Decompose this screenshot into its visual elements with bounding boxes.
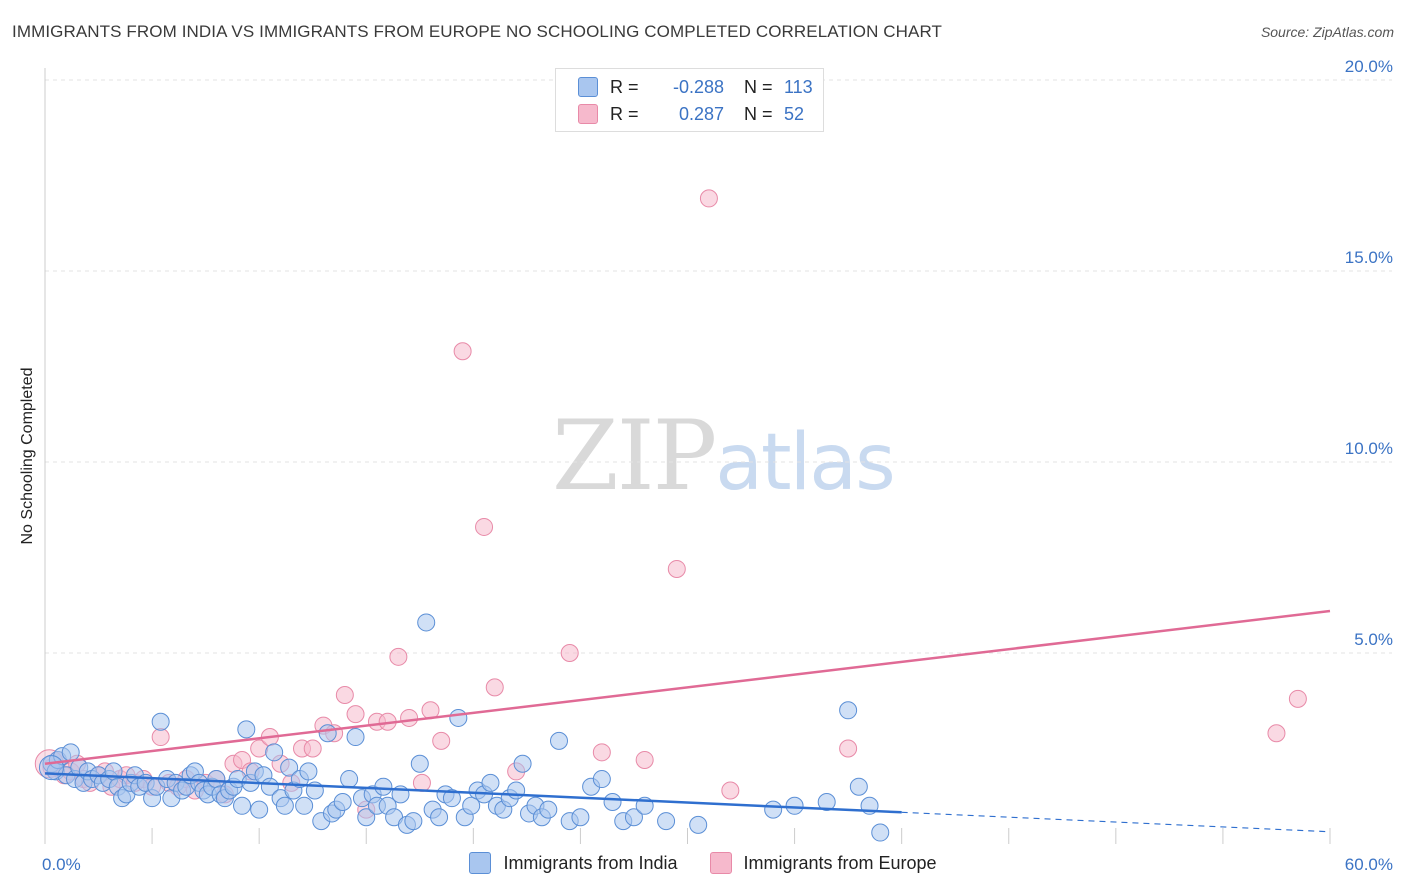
europe-point xyxy=(151,728,170,747)
india-point xyxy=(849,777,868,796)
series-swatch-europe xyxy=(709,852,732,874)
india-point xyxy=(357,808,376,827)
grid-layer xyxy=(45,79,1392,654)
europe-point xyxy=(592,743,611,762)
india-points xyxy=(38,613,890,842)
india-trend-extrapolation xyxy=(901,811,1331,833)
x-tick-label-min: 0.0% xyxy=(42,855,81,874)
europe-point xyxy=(485,678,504,697)
india-point xyxy=(785,796,804,815)
india-point xyxy=(550,731,568,750)
europe-point xyxy=(635,750,654,769)
europe-point xyxy=(1288,689,1307,708)
india-point xyxy=(265,743,284,762)
europe-point xyxy=(1267,724,1286,743)
india-point xyxy=(871,823,890,842)
india-point xyxy=(346,728,365,747)
legend-r-value: 0.287 xyxy=(678,103,724,124)
y-tick-label: 20.0% xyxy=(1345,57,1393,76)
axis-layer xyxy=(44,68,1331,844)
source-credit: Source: ZipAtlas.com xyxy=(1260,24,1394,40)
india-point xyxy=(449,708,468,727)
series-swatch-india xyxy=(469,852,492,874)
india-point xyxy=(333,792,352,811)
series-legend-europe-label: Immigrants from Europe xyxy=(743,852,937,873)
legend-row-india: R = -0.288 N = 113 xyxy=(578,75,813,99)
india-point xyxy=(689,815,708,834)
europe-point xyxy=(400,708,419,727)
india-point xyxy=(442,789,461,808)
europe-point xyxy=(475,517,494,536)
india-point xyxy=(539,800,558,819)
india-point xyxy=(513,754,532,773)
india-point xyxy=(410,754,429,773)
legend-n-label: N = xyxy=(744,76,773,97)
india-point xyxy=(280,758,299,777)
india-trend-line xyxy=(44,772,902,814)
series-legend: Immigrants from India Immigrants from Eu… xyxy=(0,852,1406,874)
europe-point xyxy=(389,647,408,666)
india-point xyxy=(374,777,393,796)
legend-r-label: R = xyxy=(610,76,639,97)
series-legend-india[interactable]: Immigrants from India xyxy=(469,852,678,874)
europe-point xyxy=(346,705,365,724)
y-tick-label: 15.0% xyxy=(1345,248,1393,267)
legend-r-value: -0.288 xyxy=(672,76,724,97)
europe-point xyxy=(721,781,740,800)
india-point xyxy=(417,613,436,632)
tick-layer: 5.0% 10.0% 15.0% 20.0% 0.0% 60.0% xyxy=(42,57,1393,874)
india-point xyxy=(603,792,622,811)
india-point xyxy=(250,800,269,819)
legend-row-europe: R = 0.287 N = 52 xyxy=(578,102,804,126)
europe-point xyxy=(560,644,579,662)
india-point xyxy=(295,796,314,815)
legend-n-value: 113 xyxy=(784,76,813,97)
y-tick-label: 5.0% xyxy=(1354,630,1393,649)
europe-point xyxy=(453,342,472,361)
india-point xyxy=(592,770,611,789)
india-point xyxy=(764,800,783,819)
india-point xyxy=(318,724,337,743)
india-point xyxy=(430,808,449,827)
europe-point xyxy=(839,739,858,758)
india-point xyxy=(839,701,858,720)
india-point-cluster xyxy=(38,755,64,781)
india-point xyxy=(462,796,481,815)
europe-point xyxy=(303,739,322,758)
india-point xyxy=(299,762,318,781)
europe-trend-line xyxy=(44,609,1331,766)
europe-point xyxy=(667,559,686,578)
trend-layer xyxy=(44,609,1331,833)
india-point xyxy=(571,808,590,827)
india-point xyxy=(657,812,676,831)
india-point xyxy=(340,770,359,789)
chart-title: IMMIGRANTS FROM INDIA VS IMMIGRANTS FROM… xyxy=(12,22,943,41)
india-point xyxy=(233,796,252,815)
series-legend-india-label: Immigrants from India xyxy=(503,852,678,873)
india-point xyxy=(481,773,500,792)
europe-point xyxy=(699,189,718,208)
india-point xyxy=(624,808,643,827)
india-point xyxy=(817,792,836,811)
legend-r-label: R = xyxy=(610,103,639,124)
india-point xyxy=(275,796,294,815)
y-tick-label: 10.0% xyxy=(1345,439,1393,458)
europe-point xyxy=(432,731,451,750)
europe-point xyxy=(335,686,354,705)
series-legend-europe[interactable]: Immigrants from Europe xyxy=(709,852,937,874)
x-tick-label-max: 60.0% xyxy=(1345,855,1393,874)
india-point xyxy=(151,712,170,731)
india-point xyxy=(404,812,423,831)
legend-n-label: N = xyxy=(744,103,773,124)
europe-point xyxy=(412,773,431,792)
correlation-legend: R = -0.288 N = 113 R = 0.287 N = 52 xyxy=(555,68,824,132)
india-point xyxy=(237,720,256,739)
legend-swatch-india xyxy=(578,77,598,97)
india-point xyxy=(61,743,80,762)
legend-swatch-europe xyxy=(578,104,598,124)
europe-points xyxy=(34,189,1307,819)
india-point xyxy=(507,781,526,800)
legend-n-value: 52 xyxy=(784,103,805,124)
